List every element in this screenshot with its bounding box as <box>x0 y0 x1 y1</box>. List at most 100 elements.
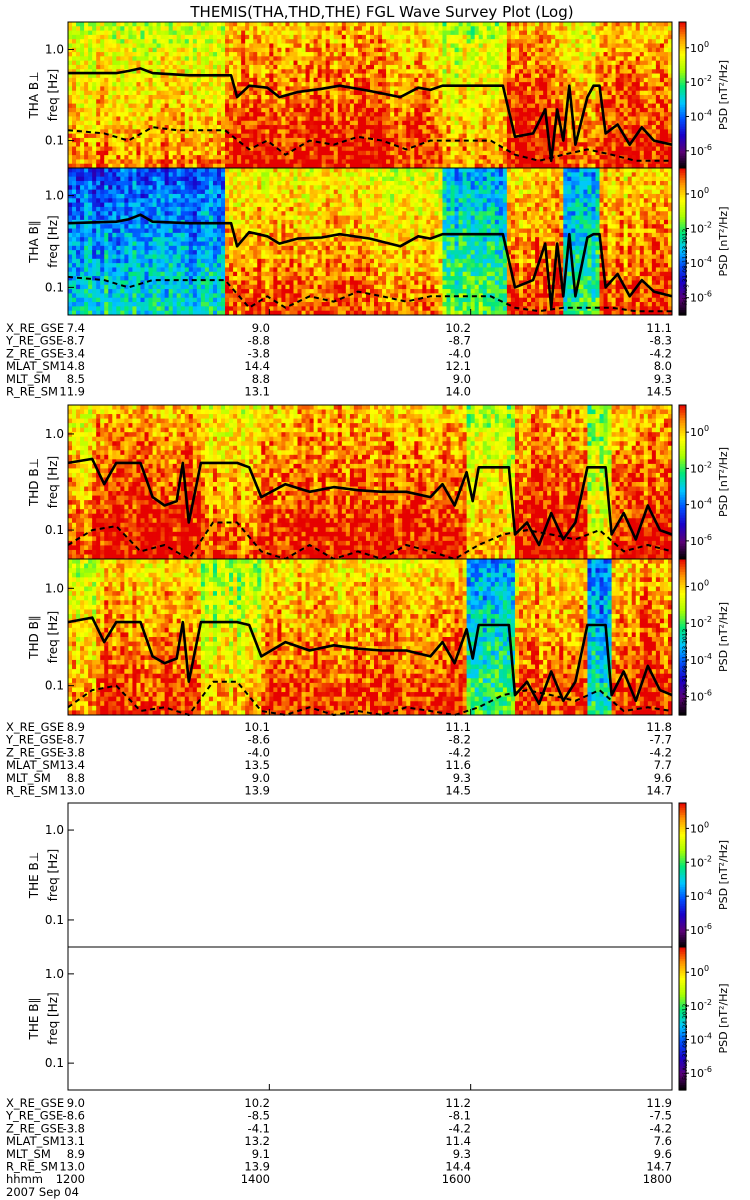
spectrogram-cell <box>446 133 452 139</box>
spectrogram-cell <box>88 137 93 143</box>
spectrogram-cell <box>128 39 133 44</box>
spectrogram-cell <box>390 99 395 105</box>
spectrogram-cell <box>378 103 383 109</box>
spectrogram-cell <box>655 99 661 105</box>
spectrogram-cell <box>313 120 319 126</box>
spectrogram-cell <box>426 26 431 32</box>
spectrogram-cell <box>104 133 109 139</box>
spectrogram-cell <box>647 159 653 165</box>
spectrogram-cell <box>587 120 592 126</box>
spectrogram-cell <box>325 103 331 109</box>
spectrogram-cell <box>245 69 250 75</box>
spectrogram-cell <box>651 22 657 27</box>
spectrogram-cell <box>454 64 460 70</box>
spectrogram-cell <box>386 90 391 96</box>
spectrogram-cell <box>321 116 327 122</box>
spectrogram-cell <box>486 77 492 83</box>
spectrogram-cell <box>462 73 468 79</box>
spectrogram-cell <box>136 30 141 36</box>
spectrogram-cell <box>357 77 363 83</box>
spectrogram-cell <box>486 90 492 96</box>
spectrogram-cell <box>265 56 270 62</box>
spectrogram-cell <box>104 52 109 57</box>
spectrogram-cell <box>498 22 504 27</box>
spectrogram-cell <box>382 112 387 117</box>
spectrogram-cell <box>595 22 601 27</box>
spectrogram-cell <box>655 86 661 92</box>
spectrogram-cell <box>551 39 556 44</box>
spectrogram-cell <box>108 116 113 122</box>
spectrogram-cell <box>382 64 387 70</box>
spectrogram-cell <box>361 99 367 105</box>
spectrogram-cell <box>514 112 520 117</box>
spectrogram-cell <box>265 159 270 165</box>
spectrogram-cell <box>233 43 238 49</box>
spectrogram-cell <box>253 103 258 109</box>
spectrogram-cell <box>498 125 504 130</box>
spectrogram-cell <box>655 133 661 139</box>
spectrogram-cell <box>100 99 105 105</box>
spectrogram-cell <box>655 47 661 53</box>
spectrogram-cell <box>216 39 222 44</box>
spectrogram-cell <box>96 146 101 152</box>
spectrogram-cell <box>357 82 363 87</box>
spectrogram-cell <box>349 39 355 44</box>
spectrogram-cell <box>116 155 121 160</box>
spectrogram-cell <box>462 39 468 44</box>
spectrogram-cell <box>382 47 387 53</box>
spectrogram-cell <box>587 107 592 113</box>
spectrogram-cell <box>442 159 448 165</box>
spectrogram-cell <box>212 146 218 152</box>
spectrogram-cell <box>611 43 617 49</box>
spectrogram-cell <box>595 64 601 70</box>
spectrogram-cell <box>575 146 580 152</box>
spectrogram-cell <box>281 107 286 113</box>
spectrogram-cell <box>442 133 448 139</box>
spectrogram-cell <box>281 73 286 79</box>
spectrogram-cell <box>611 90 617 96</box>
spectrogram-cell <box>510 90 516 96</box>
spectrogram-cell <box>510 43 516 49</box>
spectrogram-cell <box>273 116 278 122</box>
spectrogram-cell <box>204 146 210 152</box>
spectrogram-cell <box>200 52 206 57</box>
spectrogram-cell <box>418 133 423 139</box>
spectrogram-cell <box>382 159 387 165</box>
spectrogram-cell <box>422 103 427 109</box>
spectrogram-cell <box>531 116 536 122</box>
spectrogram-cell <box>72 60 77 66</box>
spectrogram-cell <box>96 99 101 105</box>
spectrogram-cell <box>176 64 182 70</box>
spectrogram-cell <box>478 99 484 105</box>
spectrogram-cell <box>160 107 166 113</box>
spectrogram-cell <box>482 146 488 152</box>
spectrogram-cell <box>144 133 150 139</box>
spectrogram-cell <box>575 95 580 100</box>
spectrogram-cell <box>591 155 596 160</box>
spectrogram-cell <box>241 39 246 44</box>
spectrogram-cell <box>518 69 524 75</box>
spectrogram-cell <box>84 39 89 44</box>
spectrogram-cell <box>579 82 584 87</box>
spectrogram-cell <box>237 30 242 36</box>
spectrogram-cell <box>422 142 427 148</box>
spectrogram-cell <box>442 39 448 44</box>
spectrogram-cell <box>591 22 596 27</box>
spectrogram-cell <box>418 120 423 126</box>
spectrogram-cell <box>229 39 234 44</box>
spectrogram-cell <box>132 86 137 92</box>
spectrogram-cell <box>180 69 186 75</box>
spectrogram-cell <box>180 34 186 40</box>
spectrogram-cell <box>128 86 133 92</box>
spectrogram-cell <box>434 155 439 160</box>
spectrogram-cell <box>390 86 395 92</box>
spectrogram-cell <box>361 120 367 126</box>
spectrogram-cell <box>261 56 266 62</box>
spectrogram-cell <box>374 26 379 32</box>
spectrogram-cell <box>317 137 323 143</box>
spectrogram-cell <box>631 146 637 152</box>
spectrogram-cell <box>120 34 125 40</box>
spectrogram-cell <box>68 34 73 40</box>
spectrogram-cell <box>221 129 226 135</box>
spectrogram-cell <box>466 125 472 130</box>
